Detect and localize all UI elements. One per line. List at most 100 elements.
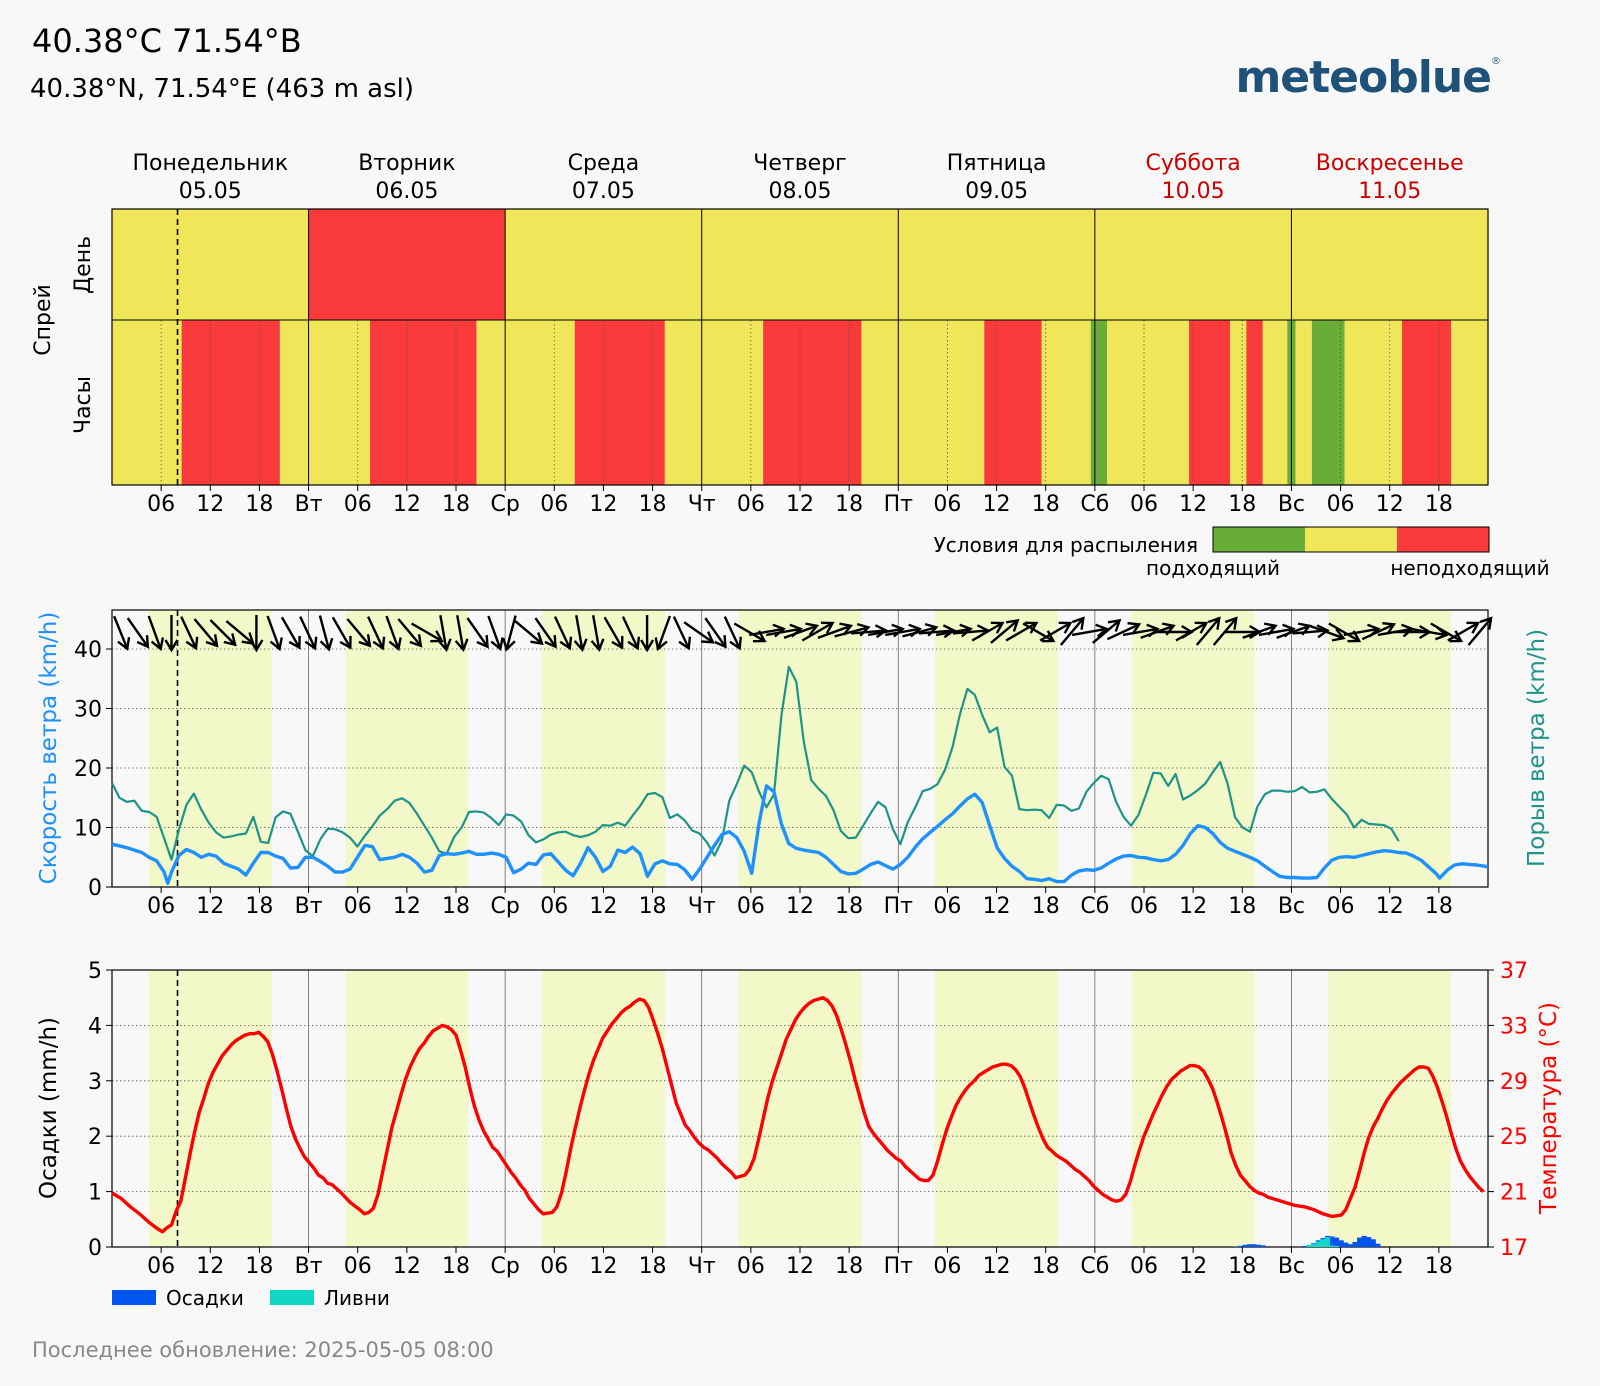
x-tick-label: Вт — [295, 894, 323, 919]
wind-arrow-shaft — [935, 627, 970, 637]
logo-registered-mark: ® — [1491, 56, 1501, 67]
wind-arrow-head — [1331, 628, 1346, 642]
wind-arrow-head — [1071, 616, 1085, 630]
wind-direction-arrow — [193, 618, 219, 648]
wind-arrow-shaft — [749, 627, 783, 637]
wind-arrow-head — [654, 637, 668, 652]
precip-bar — [1375, 1243, 1381, 1247]
wind-arrow-shaft — [180, 616, 197, 648]
wind-arrow-head — [185, 636, 199, 651]
hour-rating-cell — [1311, 320, 1345, 485]
wind-direction-arrow — [1175, 621, 1209, 642]
showers-bar — [1334, 1245, 1340, 1247]
wind-arrow-shaft — [225, 620, 254, 644]
wind-arrow-head — [372, 636, 386, 651]
wind-arrow-shaft — [657, 615, 672, 649]
meteoblue-logo[interactable]: meteoblue® — [1235, 52, 1501, 103]
wind-arrow-head — [164, 639, 179, 653]
y-tick-label: 40 — [74, 638, 102, 663]
x-tick-label: 12 — [786, 492, 814, 517]
wind-direction-arrow — [621, 616, 641, 651]
wind-direction-arrow — [299, 616, 318, 651]
wind-arrow-head — [959, 623, 973, 638]
hour-rating-cell — [1041, 320, 1091, 485]
wind-arrow-head — [1316, 624, 1330, 639]
x-tick-label: Пт — [884, 1254, 914, 1279]
wind-arrow-shaft — [1039, 622, 1071, 642]
hour-rating-cell — [664, 320, 764, 485]
y2-tick-label: 17 — [1500, 1236, 1528, 1261]
hour-rating-cell — [370, 320, 477, 485]
wind-arrow-head — [942, 624, 957, 639]
x-tick-label: Чт — [688, 492, 716, 517]
day-name-label: Понедельник — [132, 151, 288, 176]
x-tick-label: 12 — [786, 1254, 814, 1279]
wind-direction-arrow — [640, 615, 655, 653]
precip-bar — [1233, 1246, 1239, 1247]
wind-direction-arrow — [672, 616, 692, 651]
x-tick-label: 18 — [1032, 894, 1060, 919]
x-tick-label: 12 — [1179, 492, 1207, 517]
wind-arrow-shaft — [834, 626, 868, 638]
wind-arrow-shaft — [704, 617, 726, 647]
showers-bar — [1311, 1243, 1317, 1247]
hour-rating-cell — [1090, 320, 1108, 485]
wind-arrow-shaft — [456, 615, 465, 649]
wind-arrow-head — [1466, 621, 1481, 634]
wind-arrow-shaft — [1195, 618, 1220, 646]
wind-arrow-shaft — [575, 615, 584, 649]
showers-bar — [1315, 1241, 1321, 1247]
day-date-label: 10.05 — [1162, 179, 1225, 204]
x-tick-label: Пт — [884, 492, 914, 517]
day-name-label: Пятница — [947, 151, 1047, 176]
y-tick-label: 3 — [88, 1070, 102, 1095]
y-tick-label: 0 — [88, 1236, 102, 1261]
wind-direction-arrow — [1310, 625, 1346, 642]
x-tick-label: 18 — [1425, 1254, 1453, 1279]
hour-rating-cell — [112, 320, 182, 485]
hour-rating-cell — [1451, 320, 1488, 485]
day-name-label: Среда — [568, 151, 640, 176]
precip-axis-title: Осадки (mm/h) — [36, 1017, 62, 1199]
x-tick-label: Сб — [1080, 492, 1109, 517]
wind-direction-arrow — [410, 622, 444, 643]
wind-speed-series-line — [111, 784, 1489, 886]
daylight-band — [345, 610, 469, 887]
x-tick-label: 06 — [737, 894, 765, 919]
wind-arrow-head — [388, 637, 402, 652]
x-tick-label: Чт — [688, 894, 716, 919]
wind-arrow-shaft — [1467, 618, 1492, 646]
gust-axis-title: Порыв ветра (km/h) — [1524, 629, 1550, 867]
wind-direction-arrow — [1447, 621, 1481, 642]
wind-arrow-shaft — [1092, 620, 1120, 644]
x-tick-label: 18 — [639, 1254, 667, 1279]
precip-bar — [1370, 1239, 1376, 1247]
wind-arrow-shaft — [801, 622, 833, 642]
wind-arrow-shaft — [1122, 627, 1157, 637]
wind-direction-arrow — [733, 622, 767, 643]
wind-arrow-head — [678, 636, 692, 651]
legend-frame — [1212, 526, 1490, 553]
x-tick-label: 06 — [933, 492, 961, 517]
wind-arrow-shaft — [553, 616, 571, 648]
wind-arrow-shaft — [672, 616, 690, 648]
y2-tick-label: 33 — [1500, 1014, 1528, 1039]
x-tick-label: 18 — [442, 894, 470, 919]
wind-arrow-shaft — [534, 617, 556, 647]
x-tick-label: 18 — [245, 894, 273, 919]
x-tick-label: 18 — [442, 1254, 470, 1279]
wind-arrow-shaft — [113, 615, 128, 649]
daylight-band — [148, 970, 272, 1247]
wind-arrow-shaft — [126, 617, 149, 647]
wind-arrow-shaft — [514, 620, 542, 644]
hour-rating-cell — [476, 320, 575, 485]
legend-high-label: неподходящий — [1390, 556, 1549, 580]
wind-direction-arrow — [654, 615, 672, 652]
wind-direction-arrow — [331, 616, 352, 650]
wind-direction-arrow — [1039, 621, 1073, 642]
x-tick-label: 06 — [147, 894, 175, 919]
wind-arrow-head — [117, 636, 131, 651]
wind-arrow-head — [1127, 621, 1142, 635]
wind-direction-arrow — [346, 618, 372, 648]
wind-arrow-head — [805, 622, 820, 636]
